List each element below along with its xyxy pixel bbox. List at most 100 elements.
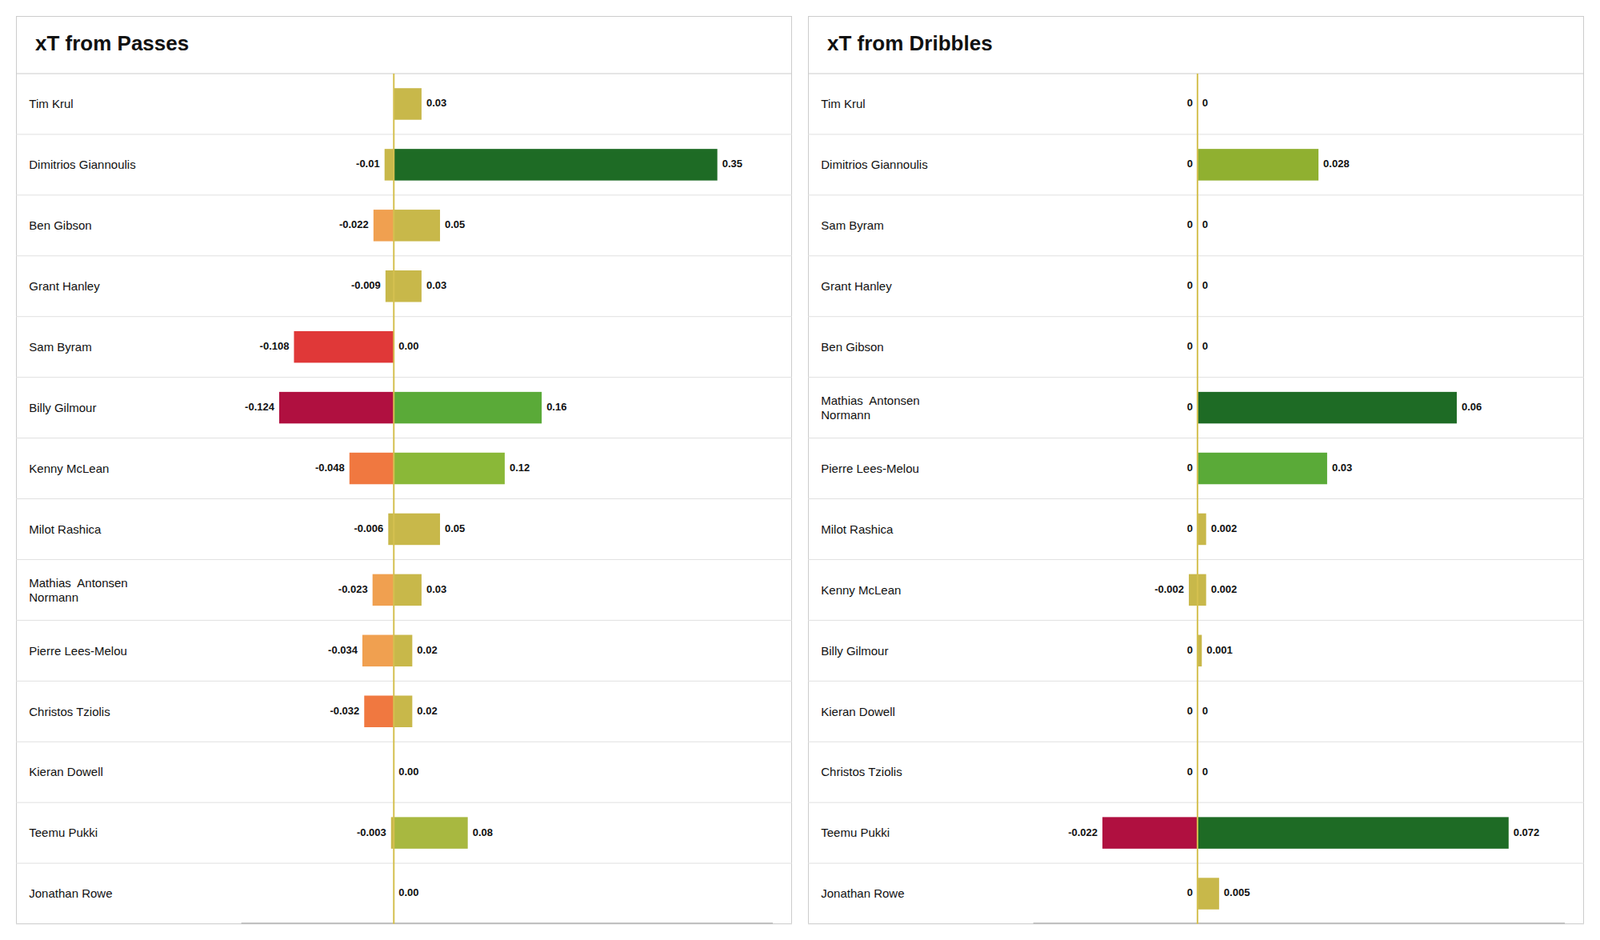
data-label: 0 (1187, 704, 1193, 717)
row-separator (16, 802, 792, 804)
category-label: Milot Rashica (820, 522, 894, 536)
data-label: -0.124 (244, 400, 276, 413)
category-label: Christos Tziolis (28, 704, 110, 719)
row-separator (16, 498, 792, 500)
category-label: Teemu Pukki (28, 825, 98, 840)
category-label: Billy Gilmour (28, 400, 96, 415)
category-label: Pierre Lees-Melou (28, 644, 128, 658)
panel-border (16, 16, 792, 924)
data-label: 0.005 (1224, 886, 1251, 899)
category-label: Pierre Lees-Melou (820, 461, 920, 476)
category-label-line: Normann (820, 408, 871, 422)
data-label: -0.108 (260, 340, 290, 352)
chart-canvas: xT from PassesTim KrulDimitrios Giannoul… (0, 0, 1600, 940)
data-label: 0 (1202, 218, 1208, 231)
category-label-line: Christos Tziolis (28, 704, 110, 719)
data-label: 0.03 (426, 583, 447, 596)
data-label: 0 (1202, 704, 1208, 717)
data-label: 0 (1187, 96, 1193, 109)
data-label: -0.003 (356, 826, 387, 839)
row-separator (16, 863, 792, 864)
data-label: -0.022 (339, 218, 369, 231)
data-label: 0.05 (444, 522, 465, 535)
row-separator (808, 255, 1584, 256)
data-label: -0.009 (351, 279, 381, 292)
data-label: 0 (1202, 340, 1208, 352)
bar (393, 392, 542, 424)
bar (1197, 148, 1319, 180)
row-separator (808, 559, 1584, 560)
row-separator (808, 863, 1584, 864)
row-separator (16, 741, 792, 743)
data-label: -0.006 (353, 522, 384, 535)
bar (393, 574, 422, 606)
bar (393, 270, 422, 302)
data-label: 0.03 (426, 96, 447, 109)
category-label-line: Milot Rashica (28, 522, 102, 536)
category-label-line: Jonathan Rowe (820, 886, 904, 900)
row-separator (16, 437, 792, 439)
bar (393, 513, 440, 545)
data-label: 0.028 (1323, 157, 1350, 170)
row-separator (808, 741, 1584, 743)
category-label-line: Grant Hanley (820, 279, 892, 293)
category-label-line: Billy Gilmour (820, 644, 888, 658)
category-label: Billy Gilmour (820, 644, 888, 658)
category-label-line: Ben Gibson (820, 340, 884, 354)
data-label: -0.023 (338, 583, 368, 596)
data-label: 0 (1187, 218, 1193, 231)
category-label-line: Christos Tziolis (820, 764, 902, 779)
data-label: 0.00 (398, 765, 419, 778)
category-label-line: Dimitrios Giannoulis (820, 157, 928, 172)
panel: xT from DribblesTim KrulDimitrios Gianno… (808, 16, 1584, 925)
category-label-line: Pierre Lees-Melou (28, 644, 128, 658)
row-separator (808, 620, 1584, 621)
category-label-line: Kenny McLean (820, 583, 901, 597)
category-label-line: Normann (28, 590, 79, 604)
category-label: Grant Hanley (28, 279, 100, 293)
category-label: Christos Tziolis (820, 764, 902, 779)
category-label: Mathias AntonsenNormann (28, 576, 128, 604)
data-label: 0 (1187, 522, 1193, 535)
category-label: Dimitrios Giannoulis (820, 157, 928, 172)
data-label: 0 (1202, 279, 1208, 292)
data-label: 0.002 (1211, 522, 1238, 535)
category-label-line: Grant Hanley (28, 279, 100, 293)
row-separator (16, 133, 792, 135)
category-label-line: Billy Gilmour (28, 400, 96, 415)
x-axis-line (1033, 923, 1565, 924)
row-separator (808, 194, 1584, 196)
row-separator (16, 620, 792, 621)
row-separator (808, 316, 1584, 317)
category-label-line: Tim Krul (820, 96, 865, 111)
row-separator (16, 680, 792, 682)
bar (393, 209, 440, 241)
data-label: -0.01 (356, 157, 380, 170)
category-label: Tim Krul (820, 96, 865, 111)
data-labels: -0.01-0.022-0.009-0.108-0.124-0.048-0.00… (244, 96, 743, 899)
bar (385, 270, 394, 302)
data-label: 0.00 (398, 340, 419, 352)
category-label: Jonathan Rowe (820, 886, 904, 900)
x-axis-line (241, 923, 773, 924)
category-label: Mathias AntonsenNormann (820, 393, 920, 422)
bar (1197, 877, 1220, 909)
data-label: 0 (1187, 644, 1193, 656)
data-label: 0.072 (1513, 826, 1540, 839)
bar (349, 452, 394, 484)
data-label: -0.022 (1068, 826, 1098, 839)
data-label: 0.35 (722, 157, 743, 170)
category-label: Kieran Dowell (28, 764, 104, 779)
data-label: 0.16 (546, 400, 567, 413)
row-separator (808, 680, 1584, 682)
bar (393, 696, 412, 728)
data-label: 0.05 (444, 218, 465, 231)
panel-border (808, 16, 1584, 924)
bar (1197, 816, 1509, 848)
category-label-line: Mathias Antonsen (28, 576, 128, 590)
bar (372, 574, 395, 606)
bar (293, 331, 394, 363)
bar (362, 635, 394, 667)
bar (384, 148, 395, 180)
category-label: Kenny McLean (28, 461, 109, 476)
